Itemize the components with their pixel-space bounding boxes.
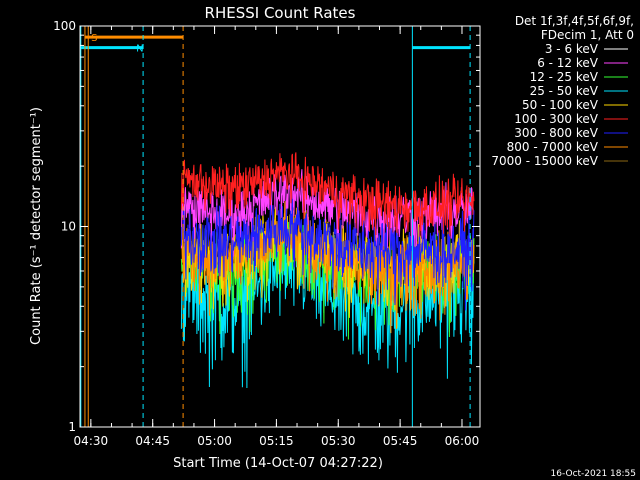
legend-entry-label: 25 - 50 keV: [530, 84, 599, 98]
plot-area: S N 1 10 100 04:30 04:45 05:00 05:15 05:30 05:45 06…: [53, 19, 481, 448]
plot-timestamp: 16-Oct-2021 18:55: [551, 469, 636, 479]
legend-entry-label: 3 - 6 keV: [545, 42, 599, 56]
legend-entry-label: 100 - 300 keV: [514, 112, 598, 126]
y-tick-label-1: 10: [61, 220, 76, 234]
x-tick-label-5: 05:45: [383, 434, 418, 448]
legend-entry-label: 6 - 12 keV: [537, 56, 599, 70]
y-tick-label-0: 1: [68, 420, 76, 434]
x-tick-label-3: 05:15: [259, 434, 294, 448]
x-tick-label-0: 04:30: [74, 434, 109, 448]
series-line-6: [180, 198, 475, 311]
marker-label-N: N: [136, 44, 143, 55]
legend-entry-label: 50 - 100 keV: [522, 98, 599, 112]
x-tick-label-4: 05:30: [321, 434, 356, 448]
legend-entry-label: 7000 - 15000 keV: [491, 154, 598, 168]
legend-entry-label: 300 - 800 keV: [514, 126, 598, 140]
chart-title: RHESSI Count Rates: [205, 4, 356, 22]
legend-entry-label: 12 - 25 keV: [530, 70, 599, 84]
series-line-5: [180, 152, 475, 237]
x-axis-label: Start Time (14-Oct-07 04:27:22): [173, 456, 383, 471]
x-tick-label-1: 04:45: [135, 434, 170, 448]
y-axis-label: Count Rate (s⁻¹ detector segment⁻¹): [29, 107, 44, 345]
legend-header-line-1: Det 1f,3f,4f,5f,6f,9f,: [515, 14, 634, 28]
y-tick-label-2: 100: [53, 19, 76, 33]
legend-entry-label: 800 - 7000 keV: [507, 140, 599, 154]
legend-header-line-2: FDecim 1, Att 0: [541, 28, 634, 42]
series-line-7: [180, 201, 475, 334]
marker-label-S: S: [91, 33, 97, 44]
legend: Det 1f,3f,4f,5f,6f,9f, FDecim 1, Att 0 3…: [491, 14, 634, 168]
x-tick-label-2: 05:00: [197, 434, 232, 448]
x-tick-label-6: 06:00: [445, 434, 480, 448]
